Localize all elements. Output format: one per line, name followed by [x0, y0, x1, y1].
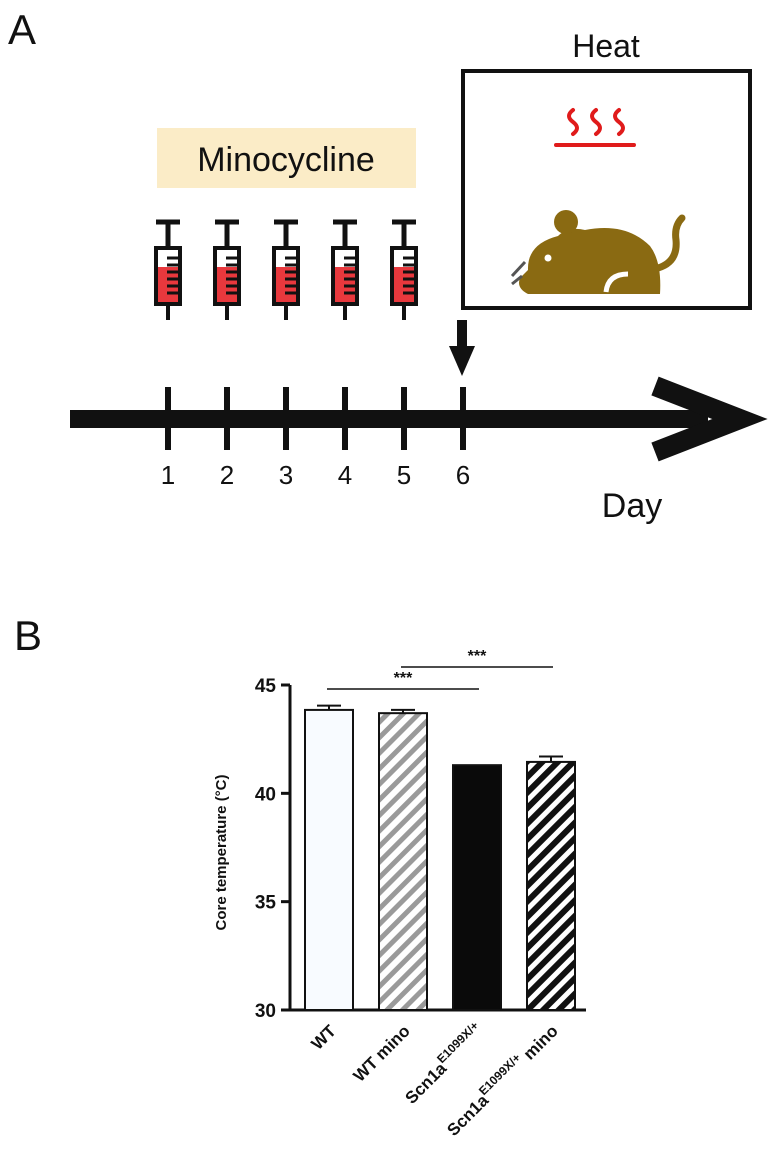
- day-label: 6: [456, 460, 470, 490]
- timeline-axis-label: Day: [602, 487, 662, 525]
- syringe-icon: [215, 222, 239, 320]
- bar: [526, 760, 576, 1011]
- mouse-icon: [510, 210, 686, 294]
- significance-label: ***: [394, 670, 413, 687]
- day-label: 4: [338, 460, 352, 490]
- day-ticks: [165, 387, 466, 450]
- heat-waves-icon: [554, 108, 636, 147]
- y-tick-label: 40: [255, 784, 276, 805]
- panel-a-label: A: [8, 6, 37, 53]
- bar: [304, 708, 354, 1012]
- bar: [378, 712, 428, 1012]
- significance-label: ***: [468, 648, 487, 665]
- x-tick-label: WT mino: [350, 1021, 414, 1085]
- panel-b-label: B: [14, 612, 43, 659]
- y-tick-label: 45: [255, 676, 277, 697]
- drug-label: Minocycline: [197, 141, 375, 179]
- day-label: 5: [397, 460, 411, 490]
- x-tick-label: WT: [308, 1021, 341, 1054]
- panel-b: B 30 35 40 45 Core temperature (°C) WT WT mino…: [0, 600, 772, 1172]
- down-arrow-icon: [449, 320, 475, 376]
- syringe-row: [156, 222, 416, 320]
- y-axis-label: Core temperature (°C): [213, 774, 230, 930]
- heat-label: Heat: [572, 28, 640, 64]
- syringe-icon: [392, 222, 416, 320]
- syringe-icon: [333, 222, 357, 320]
- day-label: 1: [161, 460, 175, 490]
- y-tick-label: 30: [255, 1001, 276, 1022]
- day-labels: 1 2 3 4 5 6: [161, 460, 470, 490]
- drug-label-box: [157, 128, 416, 188]
- syringe-icon: [156, 222, 180, 320]
- y-tick-label: 35: [255, 893, 277, 914]
- timeline-arrowhead: [651, 376, 768, 462]
- syringe-icon: [274, 222, 298, 320]
- day-label: 2: [220, 460, 234, 490]
- bar: [452, 764, 502, 1011]
- timeline-diagram: Minocycline Heat: [70, 28, 768, 525]
- panel-a: A Minocycline: [0, 0, 772, 560]
- day-label: 3: [279, 460, 293, 490]
